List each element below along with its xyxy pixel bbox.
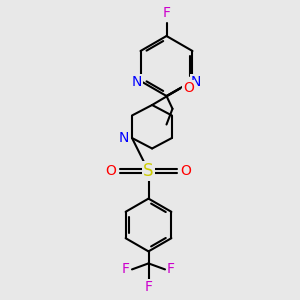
Text: F: F [163,6,170,20]
Text: F: F [167,262,175,276]
Text: O: O [181,164,191,178]
Text: O: O [183,82,194,95]
Text: O: O [106,164,116,178]
Text: S: S [143,162,154,180]
Text: N: N [132,76,142,89]
Text: N: N [118,131,129,145]
Text: F: F [122,262,130,276]
Text: N: N [191,76,201,89]
Text: F: F [145,280,152,294]
